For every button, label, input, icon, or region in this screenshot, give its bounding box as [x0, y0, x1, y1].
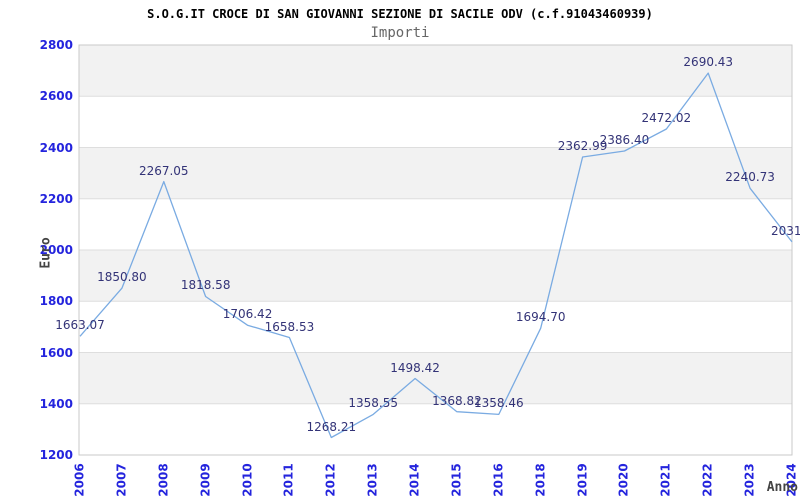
- x-tick-label: 2010: [240, 463, 255, 497]
- x-tick-label: 2013: [365, 463, 380, 497]
- plot-border: [78, 44, 793, 456]
- data-point-label: 1694.70: [515, 310, 566, 325]
- x-tick-label: 2007: [114, 463, 129, 497]
- plot-band: [79, 45, 792, 97]
- y-tick-label: 2600: [39, 89, 73, 104]
- chart-title: S.O.G.IT CROCE DI SAN GIOVANNI SEZIONE D…: [147, 7, 653, 21]
- data-line: [79, 72, 793, 439]
- data-point-label: 2362.99: [557, 138, 608, 153]
- data-point-label: 2267.05: [138, 163, 189, 178]
- y-axis-title: Euro: [38, 237, 54, 269]
- data-point-label: 1368.82: [432, 393, 482, 408]
- x-tick-label: 2023: [742, 463, 757, 497]
- y-tick-label: 1800: [39, 294, 73, 309]
- y-tick-label: 2000: [39, 243, 73, 257]
- x-tick-label: 2018: [533, 463, 548, 497]
- x-axis-title: Anno: [766, 480, 798, 495]
- x-tick-label: 2011: [281, 463, 296, 497]
- chart-subtitle: Importi: [370, 25, 430, 41]
- data-point-label: 1663.07: [55, 318, 105, 333]
- data-point-label: 2386.40: [599, 132, 650, 147]
- data-point-label: 2031.7: [771, 223, 800, 238]
- data-point-label: 1358.46: [474, 396, 524, 411]
- data-point-label: 1658.53: [264, 319, 315, 334]
- plot-band: [79, 147, 792, 199]
- x-tick-label: 2016: [491, 463, 506, 497]
- data-point-label: 1498.42: [390, 360, 440, 375]
- x-tick-label: 2009: [198, 463, 213, 497]
- y-tick-label: 2200: [39, 191, 73, 206]
- x-tick-label: 2006: [72, 463, 87, 497]
- x-tick-label: 2014: [407, 463, 422, 497]
- data-point-label: 2240.73: [725, 170, 775, 185]
- data-point-label: 1850.80: [97, 270, 147, 285]
- x-tick-label: 2015: [449, 463, 464, 497]
- x-tick-label: 2020: [616, 463, 631, 497]
- y-tick-label: 1400: [39, 396, 73, 411]
- y-tick-label: 1600: [39, 345, 73, 360]
- y-tick-label: 2400: [39, 140, 73, 155]
- x-tick-label: 2021: [658, 463, 673, 497]
- x-tick-label: 2022: [700, 463, 715, 497]
- data-point-label: 1818.58: [180, 278, 231, 293]
- data-point-label: 1706.42: [222, 307, 273, 322]
- data-point-label: 1358.55: [348, 396, 398, 411]
- x-tick-label: 2008: [156, 463, 171, 497]
- y-tick-label: 1200: [39, 448, 73, 462]
- data-point-label: 1268.21: [306, 419, 357, 434]
- y-tick-label: 2800: [39, 38, 73, 52]
- data-point-label: 2472.02: [641, 111, 692, 126]
- x-tick-label: 2019: [575, 463, 590, 497]
- x-tick-label: 2012: [323, 463, 338, 497]
- data-point-label: 2690.43: [683, 55, 734, 70]
- plot-band: [79, 250, 792, 302]
